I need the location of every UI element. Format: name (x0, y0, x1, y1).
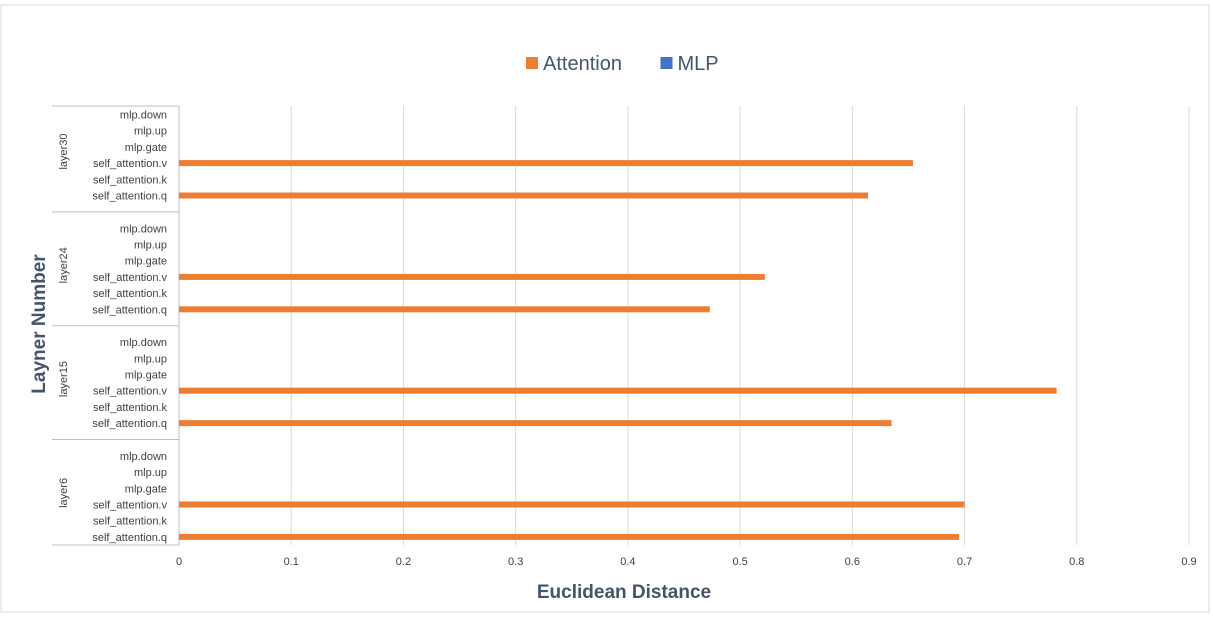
gridlines (52, 105, 1190, 546)
x-tick-label: 0.3 (508, 556, 523, 568)
legend-label-mlp: MLP (678, 53, 719, 75)
y-row-label: self_attention.k (93, 288, 167, 300)
y-row-label: self_attention.q (92, 532, 167, 544)
group-label-layer24: layer24 (58, 247, 70, 283)
y-row-label: mlp.gate (125, 256, 167, 268)
x-tick-label: 0.5 (732, 556, 747, 568)
bar-layer30-self-attention-v (179, 160, 913, 167)
y-row-label: mlp.down (120, 451, 167, 463)
y-row-label: mlp.up (134, 353, 167, 365)
y-row-label: mlp.gate (125, 142, 167, 154)
y-row-label: mlp.up (134, 240, 167, 252)
y-row-label: mlp.gate (125, 483, 167, 495)
bar-layer6-self-attention-v (179, 501, 965, 508)
bar-layer15-self-attention-q (179, 420, 892, 427)
legend-swatch-mlp (660, 57, 673, 69)
x-tick-label: 0.7 (957, 556, 972, 568)
x-tick-label: 0.1 (284, 556, 299, 568)
bar-layer15-self-attention-v (179, 387, 1057, 394)
y-axis-labels: mlp.downmlp.upmlp.gateself_attention.vse… (58, 110, 167, 544)
x-tick-label: 0.6 (845, 556, 860, 568)
y-row-label: self_attention.v (93, 500, 167, 512)
y-axis-title: Layner Number (29, 254, 50, 394)
y-row-label: mlp.gate (125, 370, 167, 382)
y-row-label: mlp.up (134, 467, 167, 479)
y-row-label: self_attention.v (93, 272, 167, 284)
bars (179, 160, 1057, 540)
x-tick-label: 0.2 (396, 556, 411, 568)
y-row-label: self_attention.v (93, 386, 167, 398)
y-row-label: self_attention.q (92, 418, 167, 430)
legend-label-attention: Attention (543, 53, 622, 75)
y-row-label: self_attention.k (93, 402, 167, 414)
x-tick-label: 0.4 (620, 556, 635, 568)
legend-swatch-attention (526, 57, 538, 69)
group-label-layer6: layer6 (58, 478, 70, 508)
x-tick-label: 0 (176, 556, 182, 568)
y-row-label: self_attention.v (93, 158, 167, 170)
y-row-label: mlp.down (120, 223, 167, 235)
x-axis-ticks: 0 0.1 0.2 0.3 0.4 0.5 0.6 0.7 0.8 0.9 (176, 556, 1197, 568)
bar-layer24-self-attention-q (179, 306, 710, 313)
x-axis-title: Euclidean Distance (537, 582, 711, 603)
group-label-layer30: layer30 (58, 133, 70, 169)
legend: Attention MLP (526, 53, 719, 75)
bar-layer24-self-attention-v (179, 273, 765, 280)
y-row-label: self_attention.q (92, 304, 167, 316)
y-row-label: self_attention.q (92, 191, 167, 203)
y-row-label: mlp.up (134, 126, 167, 138)
group-label-layer15: layer15 (58, 361, 70, 397)
x-tick-label: 0.9 (1181, 556, 1196, 568)
y-row-label: mlp.down (120, 337, 167, 349)
x-tick-label: 0.8 (1069, 556, 1084, 568)
bar-layer30-self-attention-q (179, 192, 869, 199)
y-row-label: mlp.down (120, 110, 167, 122)
bar-layer6-self-attention-q (179, 533, 959, 540)
y-row-label: self_attention.k (93, 174, 167, 186)
y-row-label: self_attention.k (93, 516, 167, 528)
